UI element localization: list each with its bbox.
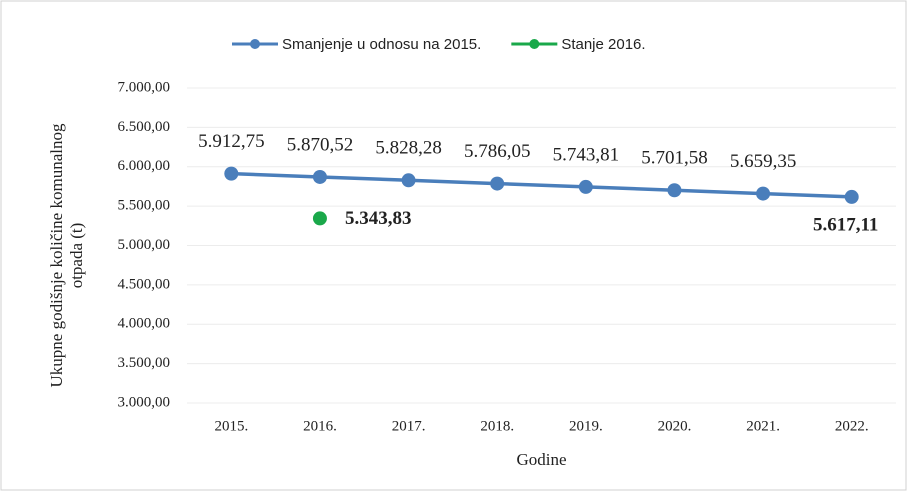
x-tick-label: 2021. <box>746 418 780 434</box>
y-axis-title: otpada (t) <box>67 223 86 289</box>
y-tick-label: 5.500,00 <box>118 198 171 214</box>
y-tick-label: 7.000,00 <box>118 79 171 95</box>
data-label: 5.617,11 <box>813 214 878 235</box>
data-label: 5.828,28 <box>375 138 442 159</box>
y-tick-label: 4.500,00 <box>118 276 171 292</box>
y-tick-label: 6.500,00 <box>118 119 171 135</box>
legend-label: Smanjenje u odnosu na 2015. <box>282 36 481 53</box>
x-tick-label: 2020. <box>658 418 692 434</box>
data-point <box>667 183 682 198</box>
y-tick-label: 5.000,00 <box>118 237 171 253</box>
data-point <box>756 186 771 201</box>
data-label: 5.870,52 <box>287 134 354 155</box>
y-tick-label: 3.500,00 <box>118 355 171 371</box>
data-label: 5.659,35 <box>730 151 797 172</box>
legend-label: Stanje 2016. <box>561 36 645 53</box>
data-point <box>844 189 859 204</box>
x-tick-label: 2016. <box>303 418 337 434</box>
data-point <box>224 166 239 181</box>
data-point <box>401 173 416 188</box>
y-tick-label: 6.000,00 <box>118 158 171 174</box>
x-tick-label: 2015. <box>214 418 248 434</box>
data-point <box>490 176 505 191</box>
data-label: 5.912,75 <box>198 131 265 152</box>
y-axis-title: Ukupne godišnje količine komunalnog <box>47 123 66 387</box>
data-label: 5.786,05 <box>464 141 531 162</box>
x-tick-label: 2017. <box>392 418 426 434</box>
x-axis-title: Godine <box>516 450 566 469</box>
data-point <box>312 169 327 184</box>
data-label: 5.343,83 <box>345 208 412 229</box>
data-point <box>312 211 327 226</box>
x-tick-label: 2018. <box>480 418 514 434</box>
y-tick-label: 4.000,00 <box>118 316 171 332</box>
data-point <box>578 179 593 194</box>
legend-marker <box>529 39 540 49</box>
x-tick-label: 2019. <box>569 418 603 434</box>
legend-marker <box>250 39 260 49</box>
data-label: 5.701,58 <box>641 148 708 169</box>
series-line <box>231 171 852 199</box>
x-tick-label: 2022. <box>835 418 869 434</box>
data-label: 5.743,81 <box>553 144 620 165</box>
y-tick-label: 3.000,00 <box>118 394 171 410</box>
